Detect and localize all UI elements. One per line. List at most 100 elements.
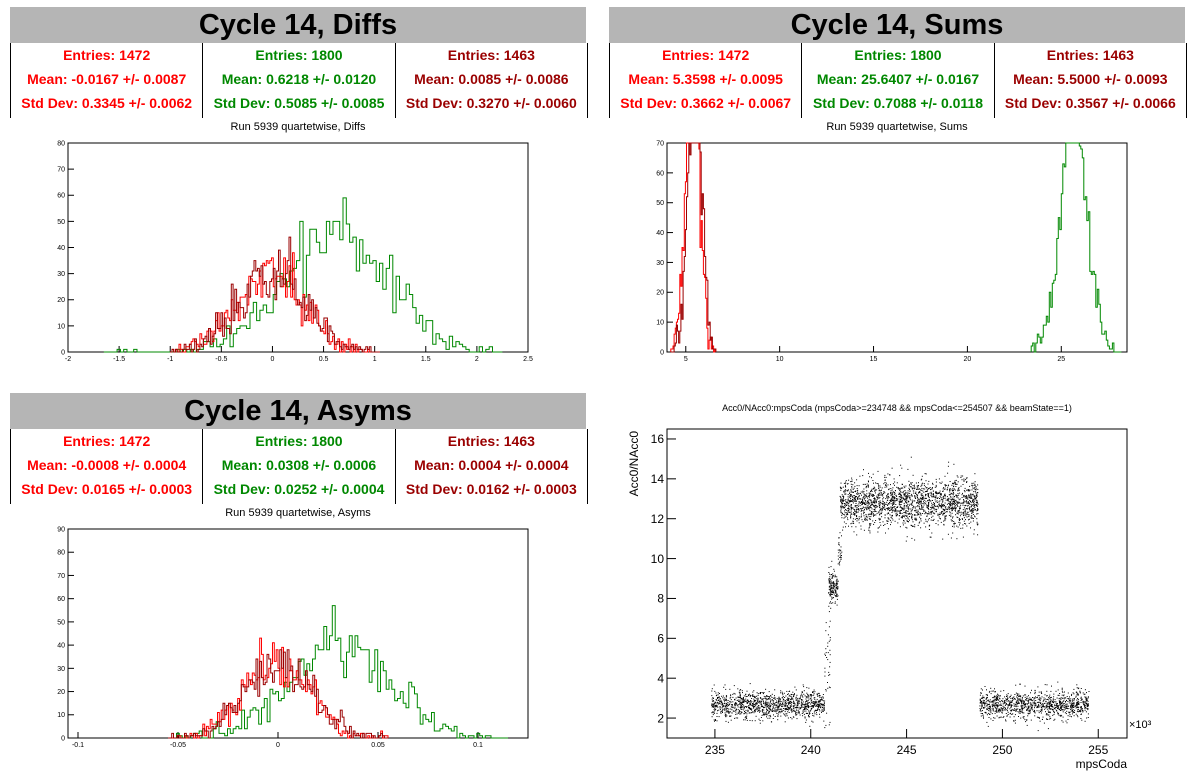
scatter-point	[1053, 693, 1055, 695]
scatter-point	[765, 699, 767, 701]
scatter-point	[757, 702, 759, 704]
scatter-point	[893, 503, 895, 505]
scatter-point	[866, 505, 868, 507]
scatter-point	[1084, 720, 1086, 722]
scatter-point	[943, 504, 945, 505]
scatter-point	[950, 501, 951, 503]
diffs-subtitle: Run 5939 quartetwise, Diffs	[230, 121, 366, 133]
scatter-point	[753, 699, 755, 701]
scatter-point	[784, 711, 786, 713]
scatter-point	[879, 526, 880, 528]
scatter-point	[1000, 703, 1002, 705]
scatter-point	[1027, 699, 1029, 701]
scatter-point	[899, 490, 901, 492]
scatter-point	[1012, 700, 1013, 702]
scatter-point	[738, 709, 740, 711]
scatter-point	[914, 518, 916, 520]
scatter-point	[928, 518, 930, 519]
scatter-point	[880, 518, 881, 520]
scatter-point	[895, 515, 897, 517]
scatter-point	[805, 706, 807, 707]
scatter-point	[1001, 711, 1003, 713]
scatter-point	[1067, 719, 1069, 720]
scatter-point	[1065, 708, 1066, 710]
scatter-point	[974, 487, 976, 488]
scatter-point	[1069, 711, 1071, 713]
scatter-point	[989, 706, 991, 708]
scatter-point	[756, 703, 758, 705]
scatter-point	[932, 503, 934, 505]
scatter-point	[1068, 698, 1070, 700]
scatter-point	[845, 509, 847, 510]
scatter-point	[871, 512, 872, 514]
scatter-point	[1015, 710, 1017, 712]
scatter-point	[945, 499, 947, 501]
scatter-point	[909, 484, 911, 485]
scatter-point	[953, 501, 955, 502]
scatter-point	[950, 496, 952, 498]
scatter-point	[797, 701, 799, 703]
scatter-point	[930, 519, 932, 521]
scatter-point	[1015, 706, 1017, 708]
scatter-point	[1046, 713, 1048, 715]
scatter-point	[941, 481, 943, 483]
scatter-point	[1002, 708, 1003, 710]
scatter-point	[993, 706, 995, 708]
scatter-point	[1069, 700, 1071, 701]
scatter-point	[955, 494, 957, 496]
scatter-point	[1068, 698, 1070, 700]
scatter-point	[1029, 697, 1031, 699]
scatter-point	[734, 699, 736, 700]
scatter-point	[928, 498, 930, 500]
stat-mean: Mean: -0.0167 +/- 0.0087	[27, 71, 187, 87]
scatter-point	[897, 487, 899, 488]
scatter-point	[951, 503, 953, 505]
scatter-title: Acc0/NAcc0:mpsCoda (mpsCoda>=234748 && m…	[722, 403, 1072, 413]
scatter-point	[942, 505, 944, 507]
scatter-point	[929, 512, 931, 514]
scatter-point	[724, 712, 726, 714]
scatter-point	[899, 493, 901, 495]
scatter-point	[787, 709, 789, 711]
scatter-point	[935, 481, 937, 483]
scatter-point	[1078, 687, 1080, 689]
scatter-point	[1076, 699, 1078, 701]
scatter-point	[947, 507, 949, 509]
scatter-point	[975, 495, 977, 496]
scatter-point	[734, 717, 736, 719]
scatter-point	[969, 504, 971, 505]
scatter-point	[1073, 700, 1075, 702]
scatter-point	[1036, 707, 1038, 709]
scatter-point	[1072, 706, 1074, 708]
scatter-point	[865, 486, 867, 488]
scatter-point	[772, 701, 774, 703]
scatter-point	[1073, 704, 1075, 706]
scatter-point	[1051, 708, 1053, 710]
scatter-point	[959, 508, 961, 510]
scatter-point	[996, 712, 998, 713]
y-tick-label: 10	[651, 552, 665, 566]
scatter-point	[789, 706, 791, 708]
scatter-point	[793, 705, 795, 707]
scatter-point	[842, 499, 843, 501]
scatter-point	[1045, 700, 1047, 702]
scatter-point	[1004, 696, 1006, 698]
scatter-point	[850, 505, 852, 507]
scatter-point	[851, 494, 852, 496]
scatter-point	[775, 705, 777, 707]
scatter-point	[1005, 702, 1007, 704]
scatter-point	[920, 499, 922, 501]
scatter-point	[971, 483, 973, 485]
scatter-point	[739, 706, 741, 708]
scatter-point	[829, 583, 831, 585]
scatter-point	[915, 509, 917, 511]
scatter-point	[1034, 712, 1036, 714]
scatter-point	[1084, 704, 1085, 706]
scatter-point	[923, 503, 925, 504]
scatter-point	[909, 503, 911, 505]
scatter-point	[713, 703, 715, 705]
scatter-point	[800, 703, 802, 705]
scatter-point	[895, 494, 897, 496]
scatter-point	[953, 485, 955, 487]
scatter-point	[758, 709, 759, 711]
